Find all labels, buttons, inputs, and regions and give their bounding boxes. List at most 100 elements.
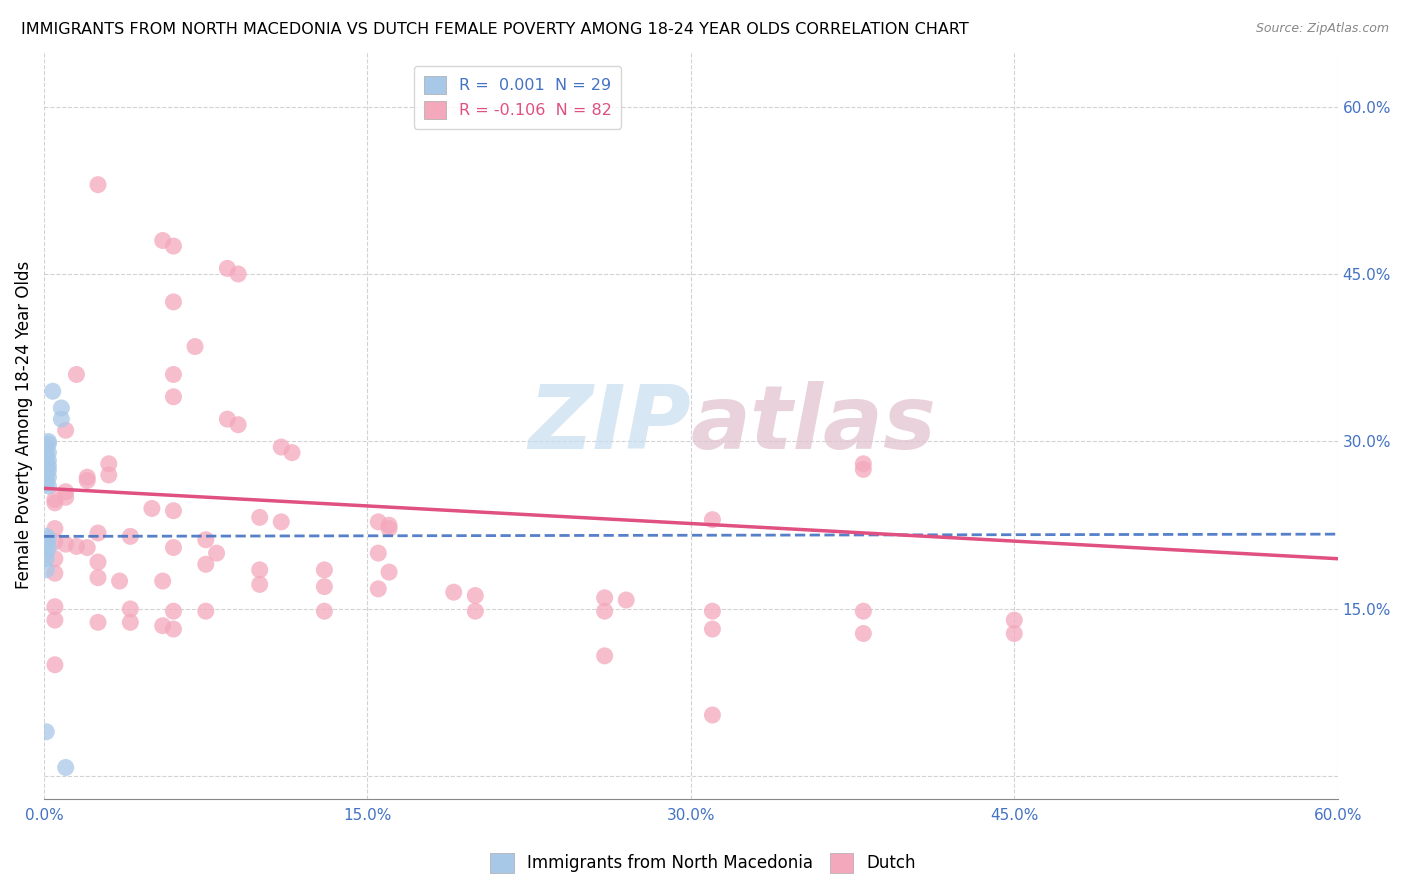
Point <box>51 412 73 426</box>
Point <box>162 504 184 518</box>
Point <box>194 558 217 572</box>
Point <box>108 574 131 588</box>
Point <box>593 648 616 663</box>
Point <box>702 708 724 723</box>
Point <box>152 618 174 632</box>
Point <box>87 526 110 541</box>
Point <box>184 340 207 354</box>
Point <box>593 591 616 605</box>
Point <box>702 604 724 618</box>
Point <box>443 585 465 599</box>
Point <box>367 515 389 529</box>
Point <box>852 604 875 618</box>
Point <box>37 453 59 467</box>
Point <box>464 604 486 618</box>
Point <box>76 470 98 484</box>
Point <box>35 529 58 543</box>
Point <box>226 267 249 281</box>
Point <box>162 294 184 309</box>
Point <box>270 440 292 454</box>
Point <box>120 602 142 616</box>
Point <box>44 566 66 581</box>
Point <box>37 463 59 477</box>
Point <box>226 417 249 432</box>
Point <box>120 615 142 630</box>
Point <box>76 474 98 488</box>
Point <box>464 589 486 603</box>
Point <box>44 657 66 672</box>
Point <box>378 518 401 533</box>
Point <box>35 440 58 454</box>
Point <box>44 492 66 507</box>
Point <box>76 541 98 555</box>
Point <box>55 491 77 505</box>
Point <box>314 580 336 594</box>
Point <box>852 626 875 640</box>
Point <box>852 457 875 471</box>
Point <box>205 546 228 560</box>
Legend: Immigrants from North Macedonia, Dutch: Immigrants from North Macedonia, Dutch <box>484 847 922 880</box>
Point <box>42 384 65 399</box>
Point <box>702 513 724 527</box>
Point <box>852 462 875 476</box>
Point <box>378 565 401 579</box>
Point <box>120 529 142 543</box>
Point <box>44 613 66 627</box>
Point <box>37 445 59 459</box>
Point <box>1002 613 1025 627</box>
Point <box>51 401 73 415</box>
Point <box>87 555 110 569</box>
Point <box>35 467 58 482</box>
Point <box>249 563 271 577</box>
Point <box>35 537 58 551</box>
Point <box>37 436 59 450</box>
Point <box>141 501 163 516</box>
Text: IMMIGRANTS FROM NORTH MACEDONIA VS DUTCH FEMALE POVERTY AMONG 18-24 YEAR OLDS CO: IMMIGRANTS FROM NORTH MACEDONIA VS DUTCH… <box>21 22 969 37</box>
Point <box>55 760 77 774</box>
Point <box>152 574 174 588</box>
Point <box>37 458 59 473</box>
Point <box>217 261 239 276</box>
Point <box>37 470 59 484</box>
Point <box>35 476 58 491</box>
Point <box>55 423 77 437</box>
Point <box>35 535 58 549</box>
Point <box>270 515 292 529</box>
Text: ZIP: ZIP <box>529 381 690 468</box>
Point <box>162 368 184 382</box>
Point <box>281 445 304 459</box>
Point <box>35 551 58 566</box>
Point <box>44 535 66 549</box>
Point <box>35 448 58 462</box>
Point <box>55 537 77 551</box>
Point <box>87 178 110 192</box>
Point <box>37 479 59 493</box>
Point <box>249 510 271 524</box>
Point <box>378 522 401 536</box>
Point <box>87 615 110 630</box>
Point <box>37 434 59 449</box>
Point <box>152 234 174 248</box>
Point <box>65 540 87 554</box>
Point <box>44 522 66 536</box>
Point <box>162 239 184 253</box>
Point <box>44 551 66 566</box>
Point <box>65 368 87 382</box>
Point <box>37 541 59 555</box>
Legend: R =  0.001  N = 29, R = -0.106  N = 82: R = 0.001 N = 29, R = -0.106 N = 82 <box>415 66 621 128</box>
Point <box>217 412 239 426</box>
Point <box>314 604 336 618</box>
Point <box>194 604 217 618</box>
Point <box>97 467 120 482</box>
Text: atlas: atlas <box>690 381 936 468</box>
Point <box>614 593 637 607</box>
Point <box>35 451 58 466</box>
Point <box>35 546 58 560</box>
Point <box>37 532 59 546</box>
Point <box>593 604 616 618</box>
Point <box>162 622 184 636</box>
Point <box>314 563 336 577</box>
Point <box>367 582 389 596</box>
Point <box>35 457 58 471</box>
Point <box>194 533 217 547</box>
